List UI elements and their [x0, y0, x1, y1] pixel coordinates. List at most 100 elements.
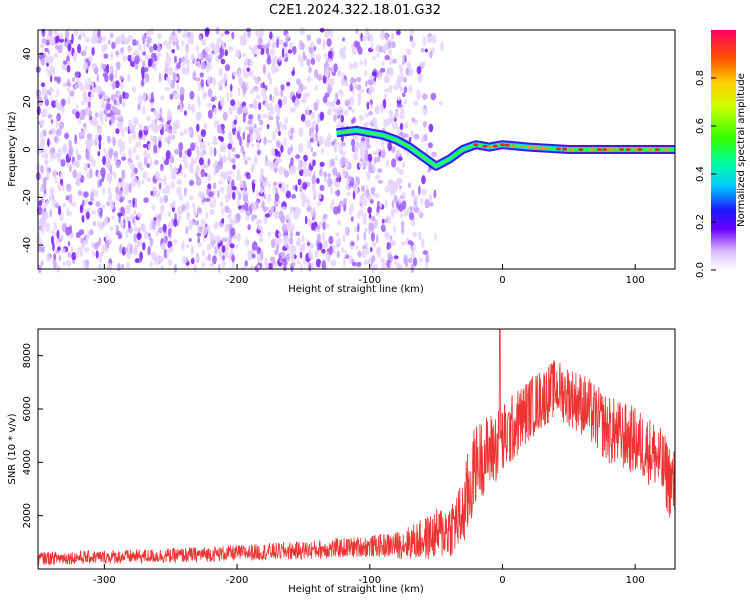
noise-cell	[259, 235, 263, 244]
noise-cell	[94, 112, 99, 118]
noise-cell	[220, 97, 225, 107]
noise-cell	[393, 84, 398, 90]
noise-cell	[440, 41, 444, 51]
noise-cell	[144, 67, 149, 72]
noise-cell	[400, 212, 403, 220]
noise-cell	[62, 261, 66, 266]
noise-cell	[265, 261, 269, 270]
noise-cell	[322, 39, 326, 50]
x-tick-label: 0	[499, 275, 505, 286]
noise-cell	[226, 92, 229, 102]
noise-cell	[251, 241, 258, 251]
noise-cell	[313, 102, 319, 111]
noise-cell	[152, 220, 156, 231]
noise-cell	[207, 76, 210, 86]
noise-cell	[231, 146, 236, 152]
noise-cell	[186, 31, 191, 38]
noise-cell	[129, 244, 133, 255]
noise-cell	[270, 205, 275, 212]
noise-cell	[97, 171, 100, 180]
noise-cell	[350, 241, 355, 246]
noise-cell	[40, 131, 43, 140]
noise-cell	[133, 176, 138, 183]
noise-cell	[260, 87, 266, 97]
noise-cell	[337, 72, 341, 77]
noise-cell	[189, 179, 194, 186]
noise-cell	[184, 30, 188, 39]
noise-cell	[263, 136, 267, 145]
noise-cell	[318, 221, 323, 226]
noise-cell	[410, 263, 415, 274]
noise-cell	[422, 36, 427, 46]
noise-cell	[142, 51, 147, 56]
noise-cell	[182, 155, 187, 163]
noise-cell	[306, 140, 312, 150]
colorbar-ticks: 0.0 0.2 0.4 0.6 0.8	[695, 70, 716, 278]
noise-cell	[200, 129, 207, 138]
noise-cell	[121, 169, 126, 180]
noise-cell	[189, 169, 194, 174]
noise-cell	[247, 251, 252, 261]
noise-cell	[413, 133, 420, 140]
noise-cell	[237, 69, 241, 79]
noise-cell	[158, 124, 163, 130]
noise-cell	[421, 188, 427, 196]
noise-cell	[62, 60, 68, 65]
noise-cell	[403, 254, 408, 263]
noise-cell	[361, 212, 367, 218]
noise-cell	[391, 145, 396, 154]
noise-cell	[104, 95, 109, 100]
noise-cell	[82, 61, 88, 71]
noise-cell	[86, 133, 93, 140]
noise-cell	[334, 181, 340, 188]
noise-cell	[80, 50, 87, 57]
noise-cell	[281, 48, 285, 58]
noise-cell	[51, 129, 57, 135]
noise-cell	[297, 88, 302, 94]
noise-cell	[332, 249, 336, 255]
noise-cell	[46, 169, 50, 180]
noise-cell	[246, 67, 250, 73]
noise-cell	[404, 54, 407, 64]
noise-cell	[124, 37, 130, 45]
noise-cell	[407, 182, 412, 188]
noise-cell	[39, 187, 45, 192]
noise-cell	[301, 235, 305, 242]
noise-cell	[391, 158, 397, 168]
noise-cell	[102, 72, 108, 78]
signal-peak-cell	[519, 145, 525, 148]
noise-cell	[107, 39, 111, 45]
noise-cell	[53, 253, 57, 261]
noise-cell	[209, 146, 213, 156]
noise-cell	[322, 213, 328, 219]
noise-cell	[53, 135, 58, 143]
noise-cell	[427, 168, 431, 173]
noise-cell	[119, 220, 124, 228]
spectrogram-x-ticks: -300 -200 -100 0 100	[93, 264, 645, 286]
noise-cell	[60, 98, 66, 107]
noise-cell	[297, 178, 302, 186]
noise-cell	[302, 182, 308, 190]
noise-cell	[204, 172, 208, 177]
noise-cell	[109, 72, 114, 82]
noise-cell	[75, 160, 81, 168]
noise-cell	[43, 214, 47, 225]
noise-cell	[111, 105, 116, 113]
noise-cell	[289, 106, 293, 113]
noise-cell	[167, 79, 173, 85]
noise-cell	[251, 163, 256, 170]
noise-cell	[269, 94, 273, 101]
noise-cell	[260, 82, 264, 89]
noise-cell	[78, 171, 82, 179]
snr-x-label: Height of straight line (km)	[288, 584, 424, 595]
noise-cell	[128, 119, 133, 129]
noise-cell	[313, 46, 316, 52]
noise-cell	[312, 151, 317, 157]
noise-cell	[317, 233, 321, 243]
noise-cell	[209, 262, 215, 268]
noise-cell	[336, 219, 342, 226]
noise-cell	[292, 106, 296, 113]
noise-cell	[327, 84, 333, 94]
noise-cell	[309, 127, 312, 137]
noise-cell	[416, 66, 422, 75]
